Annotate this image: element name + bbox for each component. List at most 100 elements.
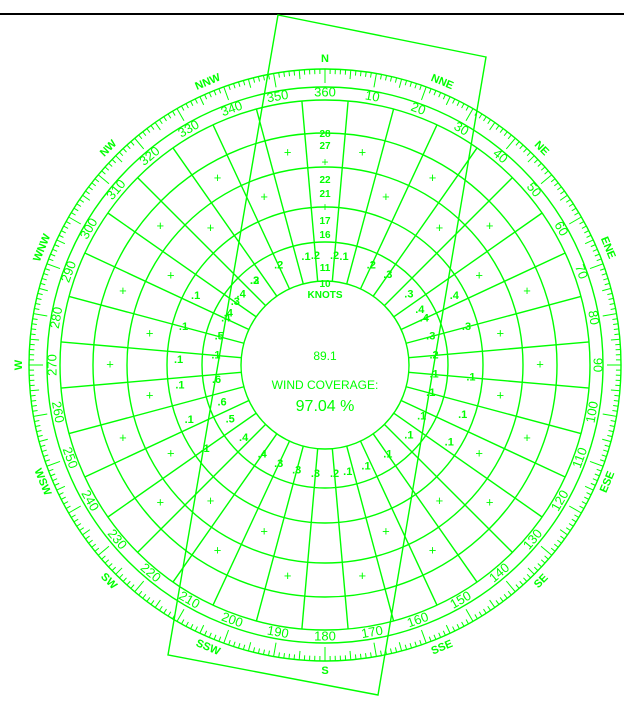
tick-194 xyxy=(252,647,256,653)
plus-marker: + xyxy=(382,524,390,539)
tick-319 xyxy=(130,141,135,146)
tick-133 xyxy=(537,563,542,568)
tick-242 xyxy=(63,501,69,505)
cell-value: .3 xyxy=(311,468,320,480)
degree-label-20: 20 xyxy=(409,99,428,118)
tick-309 xyxy=(94,178,100,183)
tick-229 xyxy=(101,555,106,560)
radial-14 xyxy=(372,433,478,583)
tick-301 xyxy=(71,212,76,216)
tick-152 xyxy=(461,621,465,627)
cell-value: .1 xyxy=(361,460,370,472)
tick-64 xyxy=(586,234,592,238)
tick-172 xyxy=(365,653,367,659)
cell-value: .2 xyxy=(274,260,283,272)
cell-value: .4 xyxy=(237,289,247,301)
tick-332 xyxy=(185,103,189,109)
plus-marker: + xyxy=(157,218,165,233)
tick-68 xyxy=(594,253,600,257)
ring-7 xyxy=(59,99,591,631)
tick-321 xyxy=(138,134,143,140)
cell-value: .2 xyxy=(330,250,339,262)
degree-label-340: 340 xyxy=(219,98,245,120)
tick-11 xyxy=(380,74,382,80)
tick-5 xyxy=(349,70,352,80)
sector-radials xyxy=(60,100,590,630)
tick-187 xyxy=(288,653,291,659)
tick-275 xyxy=(30,338,40,341)
tick-313 xyxy=(108,162,113,167)
tick-145 xyxy=(489,599,496,608)
radial-5 xyxy=(393,212,543,318)
tick-78 xyxy=(609,302,615,305)
tick-185 xyxy=(298,650,301,660)
plus-marker: + xyxy=(382,189,390,204)
speed-label-11: 11 xyxy=(320,263,331,274)
tick-333 xyxy=(190,101,194,106)
radial-35 xyxy=(301,100,319,282)
degree-label-270: 270 xyxy=(44,354,59,376)
tick-111 xyxy=(596,468,602,472)
cell-value: .4 xyxy=(415,304,425,316)
tick-281 xyxy=(34,308,40,310)
tick-338 xyxy=(213,90,217,96)
tick-162 xyxy=(414,641,417,647)
tick-279 xyxy=(32,318,38,320)
coverage-value: 97.04 % xyxy=(296,398,355,415)
tick-311 xyxy=(101,170,106,175)
tick-254 xyxy=(40,444,46,448)
tick-201 xyxy=(218,636,222,642)
tick-258 xyxy=(35,425,41,428)
tick-63 xyxy=(584,230,589,234)
tick-143 xyxy=(499,597,504,602)
tick-170 xyxy=(373,642,377,657)
tick-282 xyxy=(35,302,41,305)
tick-56 xyxy=(565,199,571,203)
tick-251 xyxy=(44,459,51,462)
cell-value: .3 xyxy=(274,458,283,470)
tick-259 xyxy=(34,420,40,422)
tick-315 xyxy=(115,155,123,163)
tick-47 xyxy=(537,162,542,167)
tick-65 xyxy=(584,239,594,245)
tick-199 xyxy=(228,639,231,646)
degree-label-280: 280 xyxy=(47,306,66,330)
tick-77 xyxy=(608,297,614,301)
tick-308 xyxy=(91,182,96,187)
tick-328 xyxy=(167,113,172,119)
tick-96 xyxy=(614,394,620,397)
radial-16 xyxy=(346,445,395,622)
cell-value: .1 xyxy=(179,321,188,333)
tick-193 xyxy=(257,648,261,654)
tick-103 xyxy=(608,429,614,433)
tick-344 xyxy=(242,80,246,86)
tick-55 xyxy=(559,194,568,201)
tick-98 xyxy=(613,405,619,407)
tick-283 xyxy=(36,297,42,301)
tick-10 xyxy=(373,73,377,88)
tick-345 xyxy=(247,78,252,88)
tick-28 xyxy=(461,103,465,109)
tick-30 xyxy=(465,108,474,122)
degree-label-120: 120 xyxy=(548,487,572,513)
cell-value: .3 xyxy=(292,465,301,477)
plus-marker: + xyxy=(207,493,215,508)
tick-214 xyxy=(159,605,163,611)
radial-21 xyxy=(172,433,278,583)
plus-marker: + xyxy=(536,356,544,371)
tick-105 xyxy=(602,438,612,443)
tick-57 xyxy=(568,203,574,207)
tick-131 xyxy=(544,555,549,560)
speed-scale: 28 27 + 22 21 + 17 16 11 10 KNOTS xyxy=(308,129,343,301)
tick-303 xyxy=(76,203,82,207)
tick-14 xyxy=(394,77,398,83)
cell-value: .6 xyxy=(218,396,227,408)
tick-121 xyxy=(574,514,579,518)
ring-3 xyxy=(201,241,449,489)
tick-219 xyxy=(138,590,143,596)
tick-19 xyxy=(419,84,422,91)
tick-290 xyxy=(46,263,61,270)
tick-216 xyxy=(150,600,155,605)
plus-marker: + xyxy=(436,220,444,235)
tick-203 xyxy=(208,632,212,638)
